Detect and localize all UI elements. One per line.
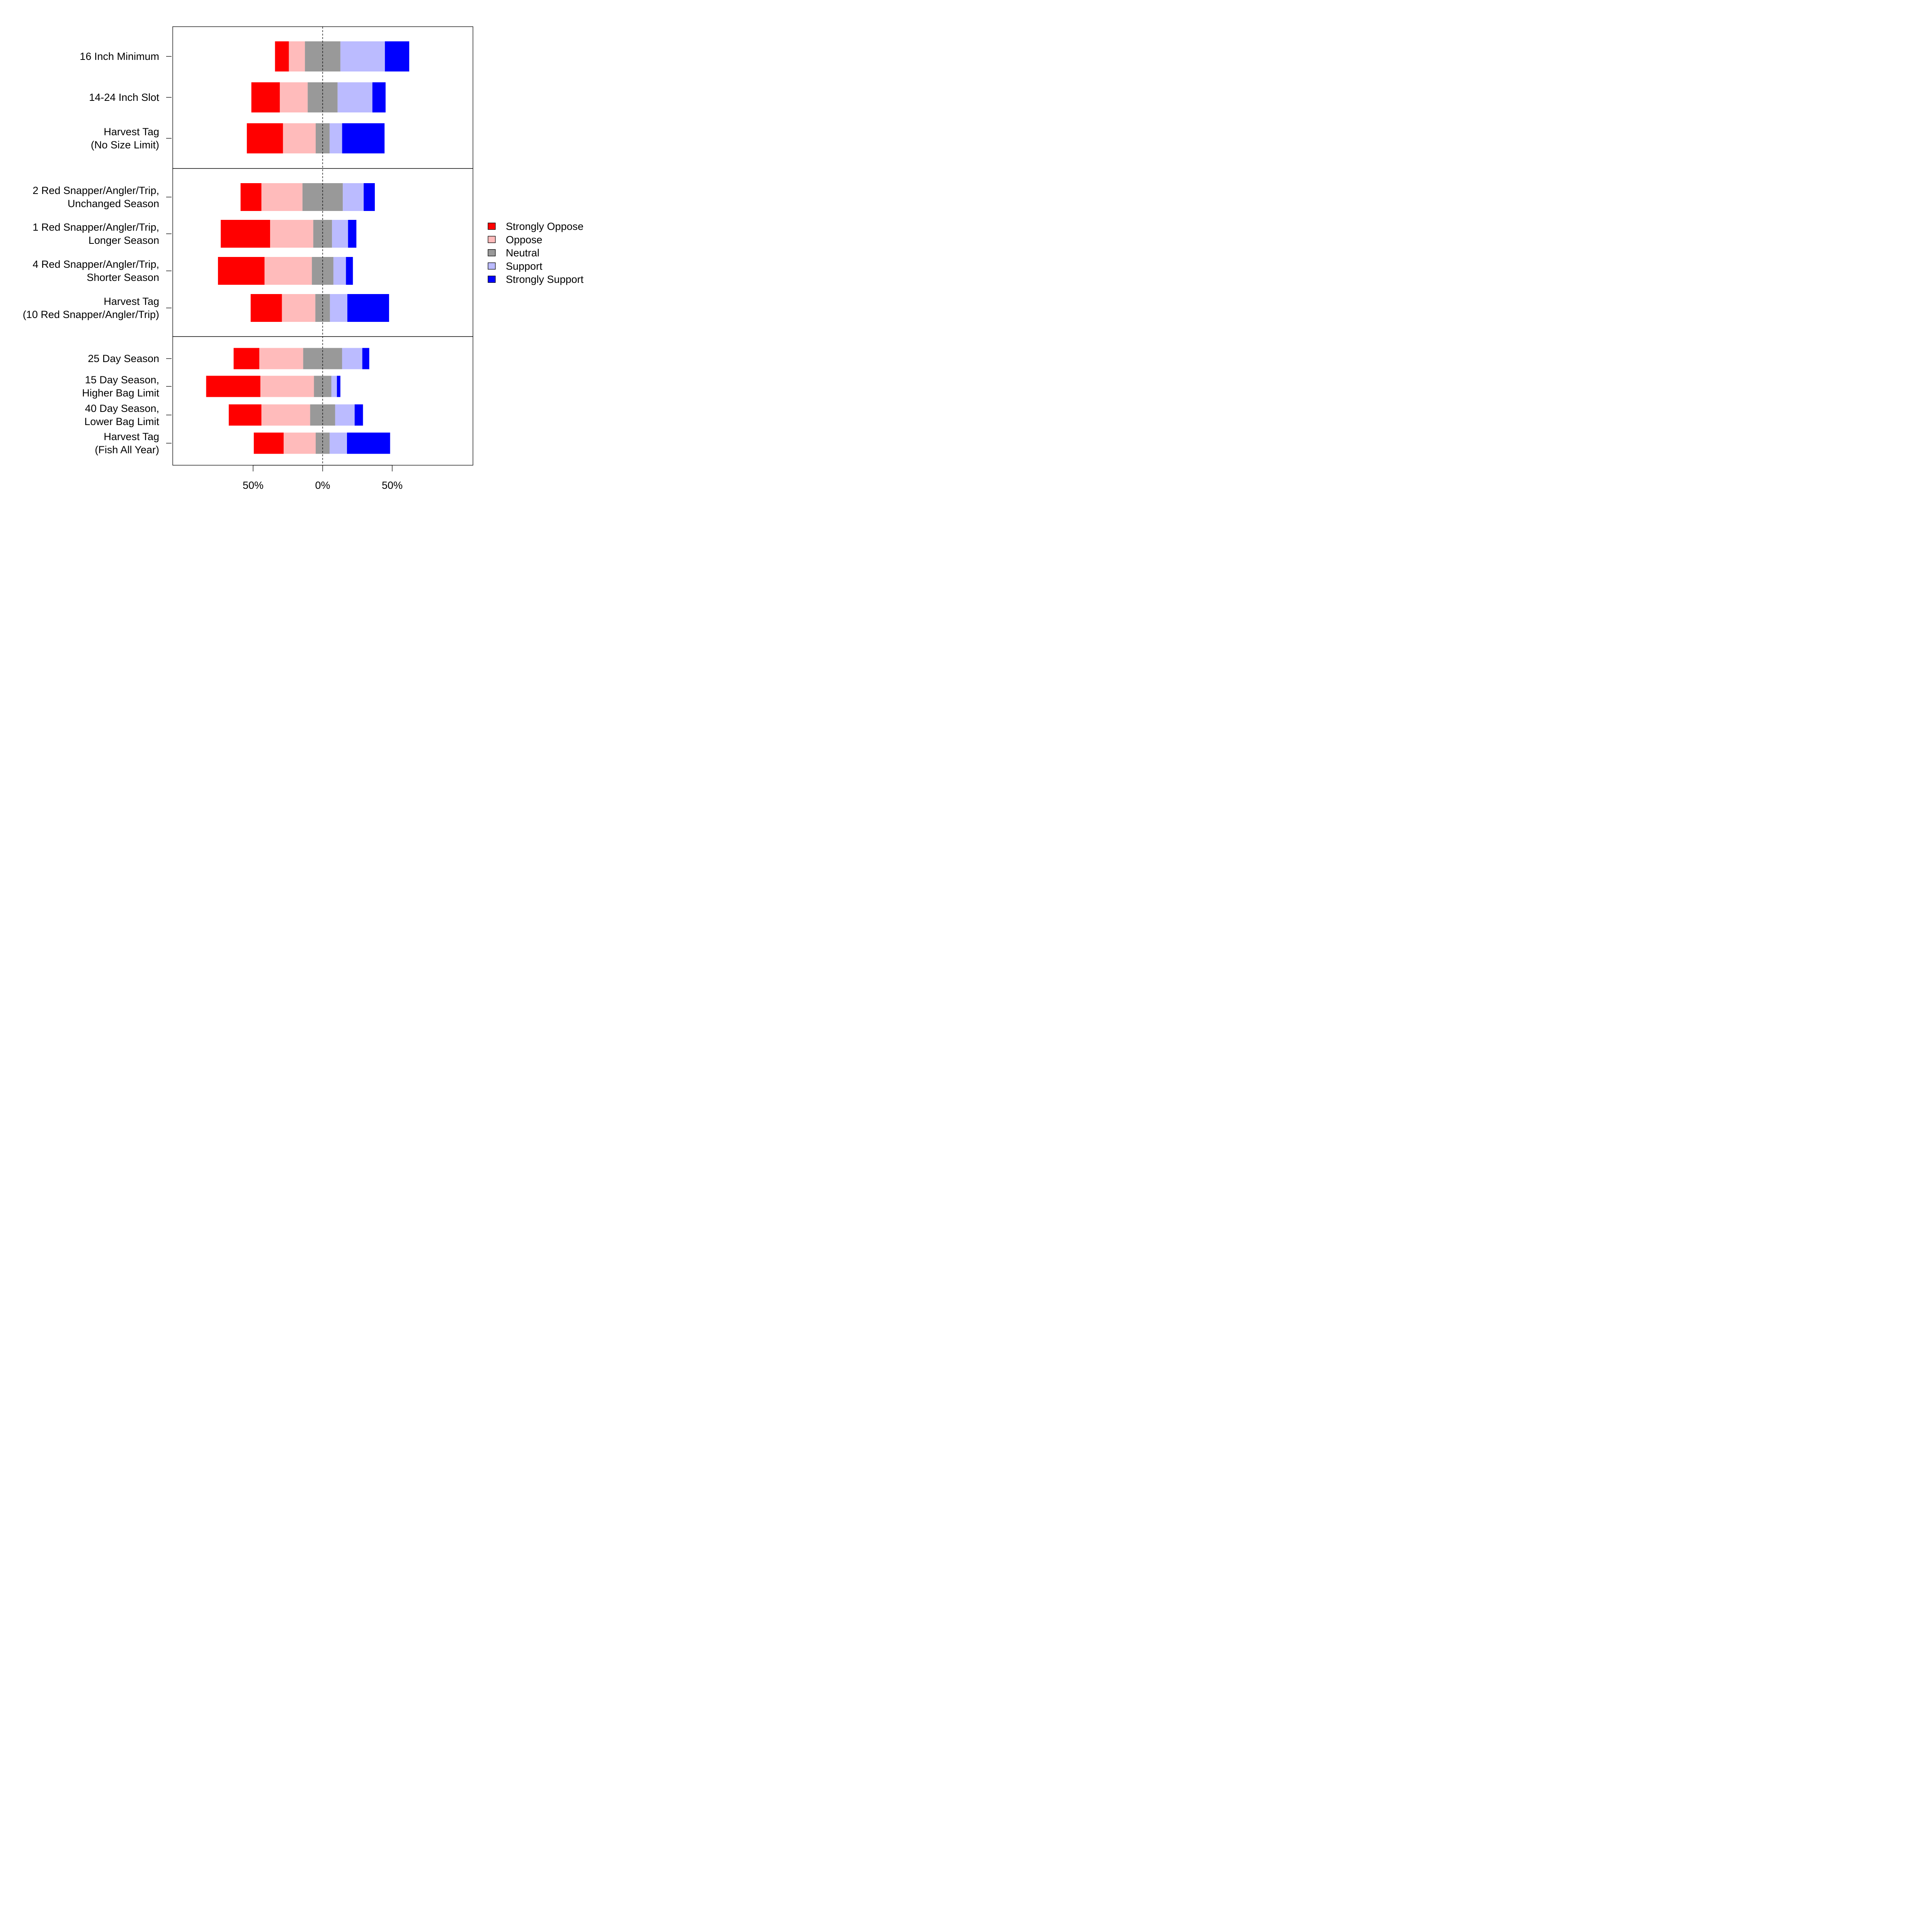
bar-segment-oppose xyxy=(283,123,316,153)
bar-segment-strongly-support xyxy=(347,294,389,322)
category-label: (Fish All Year) xyxy=(95,444,159,456)
bar-segment-oppose xyxy=(260,376,314,397)
bar-segment-strongly-support xyxy=(385,41,410,71)
category-label: Lower Bag Limit xyxy=(84,416,159,427)
x-tick-label: 50% xyxy=(243,480,264,491)
x-axis: 50% 0% 50% xyxy=(243,465,403,491)
bar-segment-strongly-oppose xyxy=(229,404,262,426)
bar-segment-support xyxy=(342,348,362,369)
bar-segment-strongly-oppose xyxy=(247,123,283,153)
category-label: (10 Red Snapper/Angler/Trip) xyxy=(23,309,159,320)
category-label: Unchanged Season xyxy=(68,198,159,209)
category-labels-layer: 16 Inch Minimum 14-24 Inch Slot Harvest Ta… xyxy=(23,51,172,456)
bar-segment-strongly-oppose xyxy=(221,220,270,248)
category-label: Harvest Tag xyxy=(104,126,159,138)
bar-row xyxy=(247,123,385,153)
bar-segment-strongly-oppose xyxy=(250,294,282,322)
bar-segment-support xyxy=(332,220,348,248)
bar-segment-oppose xyxy=(270,220,313,248)
bar-segment-oppose xyxy=(261,183,303,211)
bar-segment-support xyxy=(330,294,347,322)
bar-segment-strongly-support xyxy=(347,432,390,454)
legend-swatch xyxy=(488,262,496,270)
bar-segment-strongly-support xyxy=(342,123,385,153)
category-label: 1 Red Snapper/Angler/Trip, xyxy=(32,221,159,233)
category-label: (No Size Limit) xyxy=(91,139,159,151)
legend-label: Neutral xyxy=(506,247,539,259)
category-label: 4 Red Snapper/Angler/Trip, xyxy=(32,259,159,270)
bar-segment-oppose xyxy=(264,257,312,285)
bar-row xyxy=(218,257,353,285)
category-label: 16 Inch Minimum xyxy=(80,51,159,62)
legend-swatch xyxy=(488,249,496,257)
category-label: 2 Red Snapper/Angler/Trip, xyxy=(32,185,159,196)
bar-segment-strongly-support xyxy=(372,82,386,112)
category-label: 25 Day Season xyxy=(88,353,159,364)
bar-row xyxy=(275,41,410,71)
bar-segment-support xyxy=(337,82,372,112)
bar-segment-strongly-support xyxy=(362,348,369,369)
bar-row xyxy=(250,294,389,322)
bar-segment-strongly-support xyxy=(337,376,340,397)
category-label: 15 Day Season, xyxy=(85,374,159,386)
bar-row xyxy=(221,220,357,248)
bar-row xyxy=(206,376,340,397)
bar-row xyxy=(233,348,369,369)
category-label: Shorter Season xyxy=(87,272,159,283)
bar-segment-neutral xyxy=(310,404,335,426)
bar-segment-strongly-oppose xyxy=(218,257,265,285)
bar-segment-support xyxy=(330,432,347,454)
legend-label: Oppose xyxy=(506,234,543,245)
bar-segment-strongly-oppose xyxy=(206,376,260,397)
bar-segment-support xyxy=(330,123,342,153)
category-label: 40 Day Season, xyxy=(85,403,159,414)
bar-segment-oppose xyxy=(289,41,305,71)
category-label: Harvest Tag xyxy=(104,431,159,442)
bar-segment-neutral xyxy=(316,432,330,454)
bar-segment-oppose xyxy=(284,432,316,454)
bar-segment-strongly-support xyxy=(346,257,353,285)
legend-swatch xyxy=(488,223,496,230)
x-tick-label: 50% xyxy=(382,480,403,491)
bar-segment-support xyxy=(340,41,385,71)
bar-segment-oppose xyxy=(261,404,310,426)
bar-row xyxy=(240,183,375,211)
bar-segment-strongly-oppose xyxy=(240,183,262,211)
legend-swatch xyxy=(488,276,496,283)
likert-chart: 16 Inch Minimum 14-24 Inch Slot Harvest Ta… xyxy=(0,0,601,501)
bar-row xyxy=(229,404,363,426)
bar-segment-strongly-oppose xyxy=(251,82,280,112)
bar-segment-oppose xyxy=(282,294,316,322)
x-tick-label: 0% xyxy=(315,480,330,491)
legend-label: Strongly Oppose xyxy=(506,221,583,232)
bar-segment-strongly-support xyxy=(354,404,363,426)
category-label: Higher Bag Limit xyxy=(82,387,159,399)
bar-segment-oppose xyxy=(259,348,303,369)
bar-segment-strongly-support xyxy=(348,220,357,248)
chart-svg: 16 Inch Minimum 14-24 Inch Slot Harvest Ta… xyxy=(23,26,584,491)
legend-label: Support xyxy=(506,260,543,272)
bar-segment-oppose xyxy=(280,82,308,112)
category-label: Longer Season xyxy=(88,235,159,246)
bar-segment-strongly-support xyxy=(364,183,375,211)
bar-segment-support xyxy=(331,376,337,397)
bar-segment-strongly-oppose xyxy=(253,432,284,454)
category-label: 14-24 Inch Slot xyxy=(89,92,159,103)
bar-segment-support xyxy=(343,183,364,211)
bar-segment-strongly-oppose xyxy=(233,348,260,369)
bar-segment-support xyxy=(333,257,346,285)
bars-layer xyxy=(206,41,410,454)
legend-label: Strongly Support xyxy=(506,274,584,285)
bar-row xyxy=(253,432,390,454)
bar-segment-support xyxy=(335,404,355,426)
bar-row xyxy=(251,82,386,112)
category-label: Harvest Tag xyxy=(104,296,159,307)
legend-swatch xyxy=(488,236,496,243)
bar-segment-strongly-oppose xyxy=(275,41,289,71)
